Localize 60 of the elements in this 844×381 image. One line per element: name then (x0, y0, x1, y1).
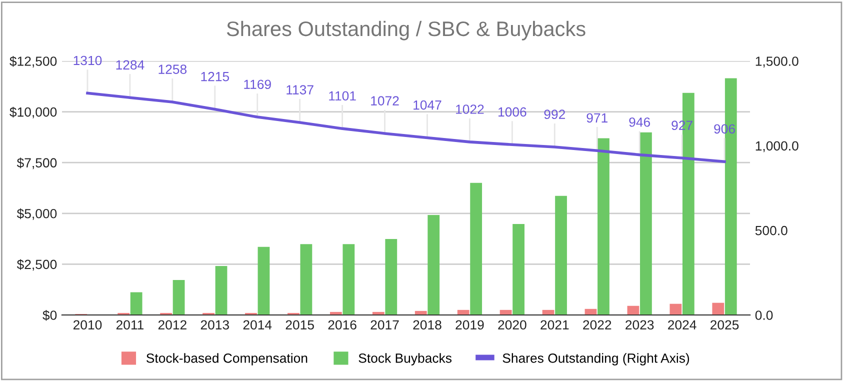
bar (555, 196, 567, 315)
bar (300, 244, 312, 315)
x-tick-label: 2011 (116, 320, 144, 330)
bar (342, 244, 355, 315)
y-tick-label: $7,500 (16, 158, 57, 170)
y2-tick-label: 1,500.0 (756, 56, 798, 68)
y2-tick-label: 500.0 (755, 226, 788, 236)
x-tick-label: 2015 (286, 320, 314, 330)
x-tick-label: 2016 (328, 320, 356, 330)
bar (172, 280, 185, 315)
legend-label: Stock-based Compensation (146, 353, 308, 366)
data-label: 992 (544, 110, 565, 120)
y2-tick-label: 0.0 (755, 310, 773, 320)
data-label: 971 (586, 113, 608, 123)
bar (627, 306, 640, 315)
y2-tick-label: 1,000.0 (756, 141, 798, 152)
bar (215, 266, 228, 315)
y-tick-label: $0 (42, 310, 57, 321)
x-tick-label: 2012 (158, 320, 186, 330)
x-tick-label: 2019 (456, 320, 484, 330)
legend-label: Shares Outstanding (Right Axis) (502, 353, 690, 366)
data-label: 1047 (414, 100, 442, 110)
data-label: 946 (629, 117, 650, 127)
x-tick-label: 2017 (370, 320, 399, 330)
data-label: 1258 (158, 64, 187, 74)
data-label: 1022 (456, 104, 484, 114)
data-label: 1137 (286, 85, 314, 94)
bar (640, 132, 652, 315)
chart-title: Shares Outstanding / SBC & Buybacks (226, 20, 586, 40)
bar (385, 239, 398, 315)
x-tick-label: 2021 (540, 320, 569, 330)
y-tick-label: $2,500 (16, 259, 57, 271)
data-label: 1072 (371, 96, 399, 106)
data-label: 1215 (201, 72, 230, 82)
data-label: 1284 (116, 60, 144, 70)
bar (712, 302, 724, 315)
data-label: 1310 (74, 56, 102, 66)
x-tick-label: 2023 (626, 320, 654, 330)
legend-label: Stock Buybacks (358, 353, 452, 366)
x-tick-label: 2010 (73, 320, 102, 330)
bar (512, 224, 524, 315)
data-label: 1006 (498, 107, 526, 117)
bar (470, 182, 482, 315)
y-tick-label: $10,000 (10, 106, 57, 118)
x-tick-label: 2014 (243, 320, 272, 330)
x-tick-label: 2022 (583, 320, 612, 330)
bar (130, 292, 142, 315)
bar (428, 215, 440, 315)
bar (598, 138, 610, 315)
x-tick-label: 2025 (710, 320, 739, 330)
y-tick-label: $12,500 (10, 56, 57, 68)
data-label: 1169 (244, 80, 271, 90)
y-tick-label: $5,000 (16, 208, 57, 220)
bar (670, 304, 682, 315)
bar (258, 246, 270, 315)
x-tick-label: 2020 (498, 320, 526, 330)
x-tick-label: 2024 (668, 320, 696, 330)
x-tick-label: 2018 (413, 320, 442, 330)
x-tick-label: 2013 (200, 320, 229, 330)
data-label: 1101 (329, 91, 356, 101)
